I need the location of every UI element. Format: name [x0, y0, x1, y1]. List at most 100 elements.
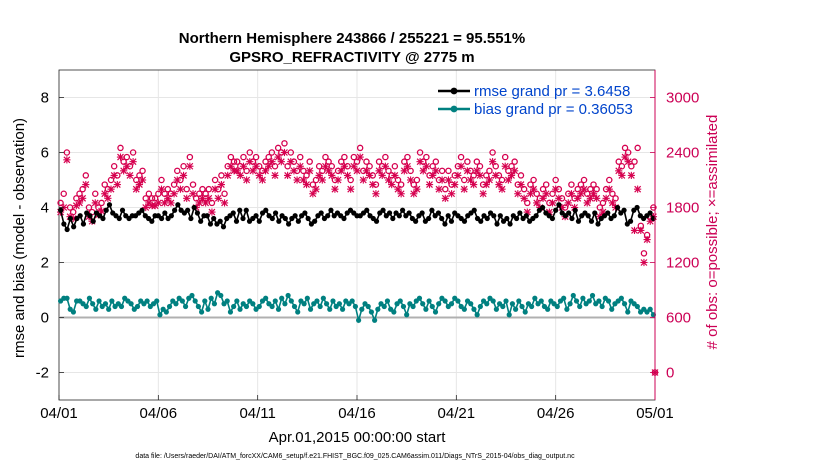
obs-assimilated-marker — [116, 153, 125, 161]
obs-assimilated-marker — [473, 167, 481, 175]
obs-possible-marker — [533, 190, 540, 197]
rmse-point — [90, 218, 96, 224]
obs-assimilated-marker — [167, 199, 175, 207]
rmse-point — [237, 207, 243, 213]
obs-possible-marker — [483, 172, 490, 179]
legend-bias-marker — [450, 105, 458, 113]
bias-point — [102, 301, 109, 307]
rmse-point — [513, 215, 520, 222]
obs-possible-marker — [429, 162, 436, 170]
bias-point — [198, 309, 205, 315]
obs-assimilated-marker — [243, 176, 251, 184]
obs-assimilated-marker — [419, 167, 427, 175]
obs-possible-marker — [287, 149, 295, 156]
obs-possible-marker — [123, 153, 131, 161]
rmse-point — [611, 213, 617, 219]
rmse-point — [302, 210, 308, 216]
bias-point — [64, 295, 70, 301]
bias-point — [381, 303, 387, 310]
obs-possible-marker — [353, 158, 361, 165]
obs-possible-marker — [498, 176, 506, 184]
y2-ticks: 0 600 1200 1800 2400 3000 — [650, 70, 699, 400]
rmse-point — [491, 213, 497, 219]
obs-possible-marker — [303, 172, 310, 179]
obs-possible-marker — [530, 176, 537, 184]
obs-assimilated-marker — [101, 190, 109, 198]
rmse-point — [158, 215, 165, 222]
bias-point — [356, 317, 362, 323]
obs-assimilated-marker — [284, 171, 292, 180]
obs-series — [56, 140, 659, 377]
obs-assimilated-marker — [381, 162, 389, 170]
obs-assimilated-marker — [63, 156, 71, 164]
obs-possible-marker — [309, 181, 317, 188]
obs-possible-marker — [363, 158, 370, 165]
bias-point — [455, 298, 461, 304]
obs-assimilated-marker — [615, 167, 623, 175]
obs-possible-marker — [296, 153, 304, 161]
bias-point — [86, 295, 93, 301]
obs-assimilated-marker — [296, 162, 304, 170]
obs-possible-marker — [328, 162, 336, 170]
obs-assimilated-marker — [340, 162, 348, 170]
bias-point — [513, 306, 519, 312]
obs-assimilated-marker — [372, 190, 380, 198]
obs-assimilated-marker — [258, 176, 266, 184]
bias-point — [503, 298, 509, 304]
bias-point — [432, 309, 439, 315]
obs-assimilated-marker — [183, 194, 191, 202]
obs-assimilated-marker — [539, 194, 547, 202]
obs-assimilated-marker — [627, 171, 635, 180]
obs-possible-marker — [66, 204, 74, 211]
obs-possible-marker — [568, 181, 575, 188]
obs-possible-marker — [107, 176, 115, 184]
obs-assimilated-marker — [202, 199, 210, 207]
obs-assimilated-marker — [630, 226, 639, 235]
rmse-point — [445, 213, 451, 219]
obs-possible-marker — [460, 176, 468, 184]
obs-possible-marker — [117, 144, 124, 152]
bias-point — [448, 301, 455, 307]
obs-assimilated-marker — [312, 185, 320, 193]
rmse-point — [396, 213, 402, 219]
rmse-point — [494, 221, 500, 227]
obs-assimilated-marker — [548, 199, 557, 207]
obs-assimilated-marker — [507, 171, 516, 180]
bias-point — [359, 306, 365, 312]
obs-possible-marker — [580, 176, 588, 184]
bias-point — [275, 306, 282, 312]
rmse-point — [168, 213, 174, 219]
obs-assimilated-marker — [492, 171, 500, 180]
obs-assimilated-marker — [504, 176, 512, 184]
bias-point — [586, 298, 592, 304]
obs-possible-marker — [233, 158, 241, 165]
obs-assimilated-marker — [517, 180, 525, 189]
obs-assimilated-marker — [179, 171, 188, 180]
bias-point — [516, 298, 522, 304]
obs-possible-marker — [501, 153, 509, 161]
rmse-point — [139, 207, 145, 213]
rmse-point — [595, 221, 601, 227]
bias-point — [493, 306, 499, 312]
obs-possible-marker — [243, 167, 250, 175]
obs-assimilated-marker — [466, 176, 475, 184]
obs-assimilated-marker — [325, 167, 333, 175]
obs-assimilated-marker — [602, 194, 610, 202]
obs-possible-marker — [517, 172, 525, 179]
obs-possible-marker — [281, 140, 288, 147]
rmse-point — [572, 207, 578, 213]
rmse-point — [80, 221, 87, 227]
obs-possible-marker — [476, 162, 484, 170]
obs-possible-marker — [615, 158, 622, 165]
rmse-point — [556, 202, 562, 208]
rmse-point — [175, 202, 181, 208]
bias-point — [109, 298, 115, 304]
obs-assimilated-marker — [589, 190, 598, 198]
rmse-point — [282, 215, 288, 222]
rmse-point — [647, 210, 653, 216]
obs-possible-marker — [265, 153, 272, 161]
obs-possible-marker — [120, 158, 127, 165]
obs-assimilated-marker — [306, 167, 314, 175]
rmse-point — [364, 207, 370, 213]
rmse-point — [569, 215, 575, 222]
